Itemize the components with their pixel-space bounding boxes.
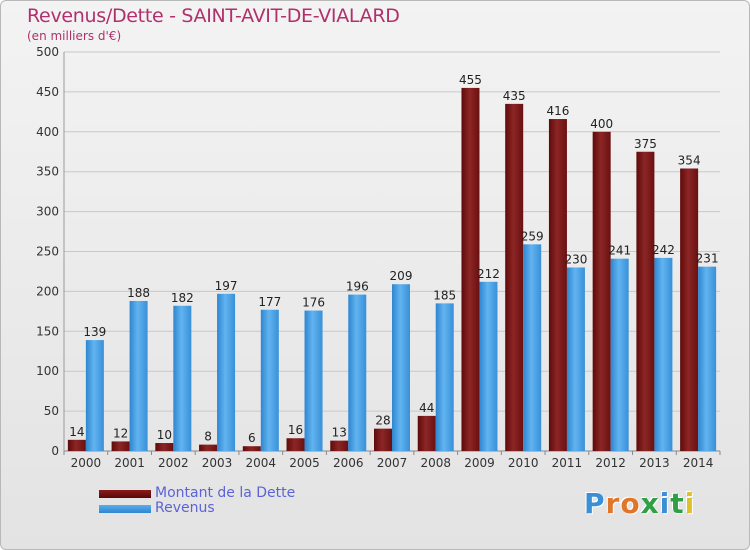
y-axis-ticks: 0 50 100 150 200 250 300 350 400 450 500 (36, 45, 59, 458)
bar-revenus (348, 294, 367, 451)
data-label-revenus: 197 (215, 279, 238, 293)
data-label-dette: 10 (157, 428, 172, 442)
bar-dette (67, 439, 86, 451)
bar-dette (461, 87, 480, 451)
bar-revenus (129, 300, 148, 451)
y-tick-label: 350 (36, 165, 59, 179)
bar-revenus (173, 305, 192, 451)
bar-dette (199, 444, 218, 451)
y-tick-label: 400 (36, 125, 59, 139)
data-label-dette: 435 (503, 89, 526, 103)
bar-revenus (479, 281, 498, 451)
legend-swatch-revenus (99, 505, 151, 513)
bar-revenus (217, 293, 236, 451)
bar-revenus (610, 258, 629, 451)
bar-revenus (698, 266, 717, 451)
x-tick-label: 2001 (114, 456, 145, 470)
y-tick-label: 150 (36, 324, 59, 338)
bar-revenus (654, 257, 673, 451)
x-tick-label: 2013 (639, 456, 670, 470)
data-label-dette: 416 (546, 104, 569, 118)
y-tick-label: 0 (51, 444, 59, 458)
chart-title: Revenus/Dette - SAINT-AVIT-DE-VIALARD (27, 5, 400, 27)
x-tick-label: 2002 (158, 456, 189, 470)
y-tick-label: 50 (44, 404, 59, 418)
x-tick-label: 2004 (246, 456, 277, 470)
y-tick-label: 200 (36, 284, 59, 298)
data-label-dette: 354 (678, 154, 701, 168)
data-label-dette: 8 (204, 430, 212, 444)
bar-revenus (566, 267, 585, 451)
x-tick-label: 2009 (464, 456, 495, 470)
data-label-revenus: 188 (127, 286, 150, 300)
data-label-revenus: 185 (433, 288, 456, 302)
bar-revenus (523, 244, 542, 451)
data-label-dette: 13 (332, 426, 347, 440)
data-label-dette: 455 (459, 73, 482, 87)
bar-dette (680, 168, 699, 451)
x-tick-label: 2005 (289, 456, 320, 470)
x-axis-ticks: 2000 2001 2002 2003 2004 2005 2006 2007 2008 2009… (63, 451, 721, 470)
x-tick-label: 2010 (508, 456, 539, 470)
x-tick-label: 2012 (595, 456, 626, 470)
data-label-revenus: 242 (652, 243, 675, 257)
bar-revenus (392, 284, 410, 451)
data-label-revenus: 231 (696, 252, 719, 266)
legend-label-dette: Montant de la Dette (155, 485, 296, 501)
data-labels: 14 139 12 188 10 182 8 197 6 177 16 176 13 196 28 209 44… (69, 73, 718, 445)
x-tick-label: 2014 (683, 456, 714, 470)
bar-dette (417, 415, 436, 451)
y-tick-label: 250 (36, 245, 59, 259)
x-tick-label: 2011 (552, 456, 583, 470)
bar-dette (374, 428, 392, 451)
bar-dette (155, 443, 174, 451)
data-label-dette: 6 (248, 431, 256, 445)
bar-revenus (85, 340, 104, 451)
proxiti-logo: Proxiti (584, 487, 696, 520)
x-tick-label: 2000 (71, 456, 102, 470)
data-label-dette: 12 (113, 426, 128, 440)
bar-dette (111, 441, 130, 451)
data-label-revenus: 182 (171, 291, 194, 305)
data-label-dette: 44 (419, 401, 434, 415)
legend-label-revenus: Revenus (155, 500, 215, 516)
data-label-revenus: 241 (608, 244, 631, 258)
x-tick-label: 2008 (420, 456, 451, 470)
legend-swatch-dette (99, 490, 151, 498)
data-label-dette: 400 (590, 117, 613, 131)
data-label-revenus: 196 (346, 280, 369, 294)
bar-dette (548, 119, 567, 452)
bar-revenus (435, 303, 454, 451)
data-label-dette: 375 (634, 137, 657, 151)
chart-subtitle: (en milliers d'€) (27, 29, 122, 43)
x-tick-label: 2003 (202, 456, 233, 470)
bar-dette (592, 131, 611, 452)
y-tick-label: 450 (36, 85, 59, 99)
y-tick-label: 500 (36, 45, 59, 59)
data-label-revenus: 176 (302, 296, 325, 310)
bar-dette (242, 446, 261, 451)
data-label-dette: 16 (288, 423, 303, 437)
y-tick-label: 100 (36, 364, 59, 378)
data-label-revenus: 139 (83, 325, 106, 339)
data-label-dette: 14 (69, 425, 84, 439)
bar-dette (330, 440, 349, 451)
bars (67, 87, 717, 452)
bar-dette (505, 103, 524, 452)
data-label-revenus: 230 (564, 252, 587, 266)
bar-dette (636, 151, 655, 451)
data-label-revenus: 177 (258, 295, 281, 309)
data-label-revenus: 259 (521, 229, 544, 243)
bar-dette (286, 438, 305, 451)
data-label-dette: 28 (375, 414, 390, 428)
y-tick-label: 300 (36, 205, 59, 219)
bar-revenus (260, 309, 279, 451)
x-tick-label: 2006 (333, 456, 364, 470)
x-tick-label: 2007 (377, 456, 408, 470)
data-label-revenus: 212 (477, 267, 500, 281)
data-label-revenus: 209 (390, 269, 413, 283)
bar-revenus (304, 310, 323, 451)
